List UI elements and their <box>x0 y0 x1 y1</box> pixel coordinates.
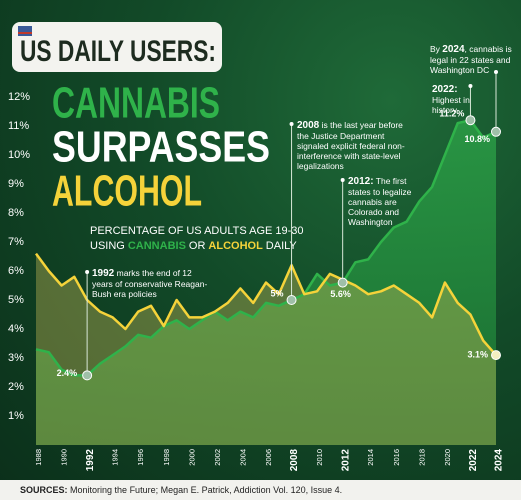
source-text: Monitoring the Future; Megan E. Patrick,… <box>70 485 343 495</box>
x-tick-label: 2024 <box>494 449 505 472</box>
subtitle-part: USING <box>90 240 125 252</box>
subtitle: USING CANNABIS OR ALCOHOL DAILY <box>90 240 297 252</box>
series-line <box>34 252 497 356</box>
annotation-prefix: By <box>430 44 440 54</box>
pointer-dot <box>468 84 473 88</box>
pointer-dot <box>85 270 90 274</box>
annotation: By 2024, cannabis is legal in 22 states … <box>430 44 518 75</box>
x-tick-label: 1998 <box>162 449 171 466</box>
x-tick-label: 2020 <box>443 449 452 466</box>
x-tick-label: 2014 <box>366 449 375 466</box>
annotation-text: Highest in history <box>432 95 470 115</box>
point-marker <box>337 277 348 288</box>
annotation-text: marks the end of 12 years of conservativ… <box>92 268 208 299</box>
x-tick-label: 2010 <box>315 449 324 466</box>
annotation-year: 2012: <box>348 176 374 187</box>
x-tick-label: 2016 <box>392 449 401 466</box>
subtitle: PERCENTAGE OF US ADULTS AGE 19-30 <box>90 225 304 237</box>
annotation-text: , cannabis is legal in 22 states and Was… <box>430 44 512 75</box>
pointer-dot <box>494 70 498 74</box>
annotation-text: is the last year before the Justice Depa… <box>297 120 405 171</box>
point-marker <box>465 115 476 126</box>
y-tick-label: 12% <box>8 91 30 103</box>
annotation: 2008 is the last year before the Justice… <box>297 120 415 171</box>
point-marker <box>286 295 297 305</box>
flag-icon <box>18 26 32 36</box>
legend-entry: CANNABIS <box>128 240 186 252</box>
point-marker <box>491 126 501 137</box>
x-tick-label: 2004 <box>238 449 247 466</box>
annotation: 2012: The first states to legalize canna… <box>348 176 430 227</box>
x-tick-label: 2008 <box>289 449 300 472</box>
data-label: 3.1% <box>467 349 488 359</box>
annotation-year: 2024 <box>442 44 465 55</box>
y-tick-label: 11% <box>8 120 29 132</box>
y-tick-label: 8% <box>8 207 24 219</box>
point-marker <box>82 370 93 381</box>
annotation-year: 1992 <box>92 268 115 279</box>
x-tick-label: 2000 <box>187 449 196 466</box>
y-tick-label: 1% <box>8 410 24 422</box>
x-tick-label: 2002 <box>213 449 222 466</box>
annotation-text: The first states to legalize cannabis ar… <box>348 176 412 227</box>
pointer-dot <box>289 122 294 126</box>
chart-title: US DAILY USERS: <box>20 35 216 68</box>
y-tick-label: 7% <box>8 236 24 248</box>
x-tick-label: 1994 <box>111 449 120 466</box>
annotation-year: 2022: <box>432 84 458 95</box>
source-label: SOURCES: <box>20 485 68 495</box>
y-tick-label: 2% <box>8 381 24 393</box>
data-label: 11.2% <box>439 109 464 119</box>
data-label: 5% <box>271 288 284 298</box>
chart-title: ALCOHOL <box>52 167 202 216</box>
source-note: SOURCES: Monitoring the Future; Megan E.… <box>0 480 521 500</box>
pointer-dot <box>340 178 345 182</box>
y-tick-label: 4% <box>8 323 24 335</box>
data-label: 10.8% <box>464 134 490 144</box>
y-tick-label: 9% <box>8 178 24 190</box>
title-box <box>12 22 222 72</box>
area-fill <box>36 253 496 445</box>
series-line <box>35 118 497 377</box>
point-marker <box>491 350 501 361</box>
area-fill <box>36 120 496 445</box>
y-tick-label: 6% <box>8 265 24 277</box>
data-label: 5.6% <box>330 289 351 299</box>
annotation: 2022: Highest in history <box>432 84 470 116</box>
x-tick-label: 2006 <box>264 449 273 466</box>
chart: US DAILY USERS: CANNABIS SURPASSES ALCOH… <box>8 22 505 472</box>
x-tick-label: 1996 <box>136 449 145 466</box>
data-label: 2.4% <box>57 368 78 378</box>
x-tick-label: 2022 <box>468 449 479 472</box>
y-tick-label: 10% <box>8 149 30 161</box>
x-tick-label: 2018 <box>417 449 426 466</box>
annotation: 1992 marks the end of 12 years of conser… <box>92 268 210 299</box>
annotation-year: 2008 <box>297 120 320 131</box>
chart-title: SURPASSES <box>52 123 270 172</box>
subtitle-part: OR <box>189 240 206 252</box>
y-tick-label: 5% <box>8 294 24 306</box>
x-tick-label: 1990 <box>60 449 69 466</box>
x-tick-label: 1992 <box>85 449 96 472</box>
y-tick-label: 3% <box>8 352 24 364</box>
legend-entry: ALCOHOL <box>208 240 263 252</box>
chart-title: CANNABIS <box>52 79 220 128</box>
subtitle-part: DAILY <box>266 240 298 252</box>
x-tick-label: 2012 <box>340 449 351 472</box>
x-tick-label: 1988 <box>34 449 43 466</box>
